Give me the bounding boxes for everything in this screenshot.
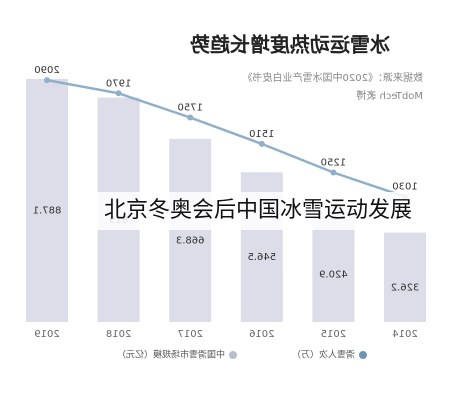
x-tick-label: 2014 — [392, 329, 417, 340]
legend-swatch — [359, 351, 367, 359]
point-label: 2090 — [34, 65, 59, 76]
bar — [169, 138, 212, 322]
point-label: 1510 — [249, 129, 274, 140]
legend-swatch — [229, 351, 237, 359]
source: MobTech 袤博 — [356, 89, 423, 102]
x-tick-label: 2018 — [106, 329, 131, 340]
bar — [26, 78, 68, 322]
point — [44, 77, 50, 84]
x-tick-label: 2017 — [177, 329, 202, 340]
caption-bg — [95, 192, 463, 230]
point-label: 1750 — [177, 103, 202, 114]
line — [46, 78, 406, 198]
bar — [384, 232, 426, 322]
bar-label: 420.9 — [319, 269, 348, 280]
bar-label: 326.2 — [391, 282, 420, 293]
source: 数据来源：《2020中国冰雪产业白皮书》 — [243, 71, 423, 84]
point-label: 1250 — [321, 158, 346, 169]
point — [115, 90, 122, 97]
legend-label: 滑雪人次（万） — [292, 349, 355, 361]
chart-title: 冰雪运动热度增长趋势 — [190, 33, 390, 57]
legend-label: 中国滑雪市场规模（亿元） — [117, 349, 225, 361]
bar-label: 546.5 — [247, 252, 276, 263]
point-label: 1030 — [392, 182, 417, 193]
caption: 北京冬奥会后中国冰雪运动发展 — [104, 198, 412, 223]
point — [187, 114, 194, 121]
point-label: 1970 — [106, 78, 131, 89]
x-tick-label: 2015 — [321, 329, 346, 340]
x-tick-label: 2016 — [249, 329, 274, 340]
bar-label: 887.1 — [33, 205, 62, 216]
x-tick-label: 2019 — [34, 329, 59, 340]
point — [258, 140, 265, 147]
point — [330, 169, 337, 176]
bar-label: 668.3 — [176, 235, 205, 246]
